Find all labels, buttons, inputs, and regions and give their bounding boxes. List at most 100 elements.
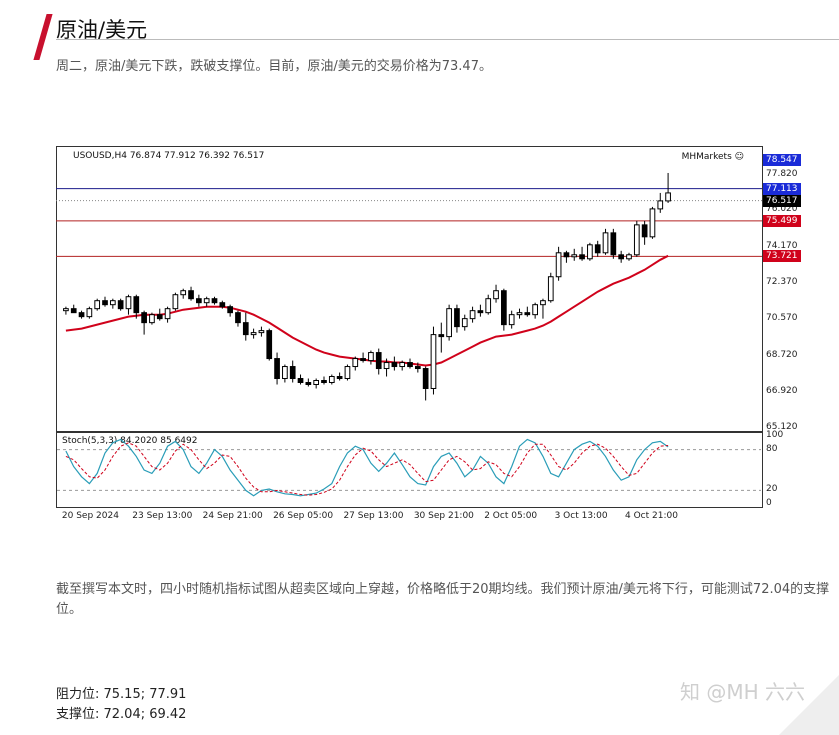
- candle-body: [493, 290, 499, 300]
- stoch-d-line: [65, 442, 669, 496]
- candle-body: [289, 366, 296, 380]
- ma20-line: [65, 254, 669, 367]
- candle-body: [602, 232, 609, 254]
- candle-body: [461, 318, 468, 328]
- candle-body: [258, 330, 265, 334]
- candle-body: [547, 276, 554, 302]
- candle-body: [626, 254, 632, 260]
- candle-body: [196, 298, 202, 304]
- candle-body: [446, 308, 452, 338]
- intro-text: 周二，原油/美元下跌，跌破支撑位。目前，原油/美元的交易价格为73.47。: [56, 59, 492, 74]
- candle-body: [383, 362, 390, 370]
- candle-body: [274, 358, 280, 380]
- candle-body: [516, 312, 523, 316]
- stoch-tick-label: 80: [766, 443, 778, 454]
- stochastic-panel[interactable]: Stoch(5,3,3) 84.2020 85.6492: [56, 432, 763, 508]
- candle-body: [149, 314, 155, 324]
- candle-body: [125, 296, 132, 310]
- stoch-k-line: [65, 438, 669, 497]
- candle-body: [94, 300, 101, 310]
- candle-body: [336, 376, 343, 380]
- candle-body: [86, 308, 93, 318]
- candle-body: [109, 300, 116, 306]
- candle-body: [485, 298, 492, 314]
- candle-body: [242, 322, 249, 336]
- candle-body: [618, 254, 625, 260]
- candle-body: [117, 300, 124, 310]
- candle-body: [78, 312, 85, 318]
- page-title: 原油/美元: [56, 18, 148, 42]
- candle-body: [665, 192, 671, 202]
- candle-body: [156, 314, 163, 320]
- price-tag: 76.517: [763, 194, 801, 207]
- candle-body: [594, 244, 601, 254]
- candle-body: [313, 380, 320, 385]
- candle-body: [375, 352, 382, 370]
- candle-body: [610, 232, 617, 256]
- chart-symbol-header: USOUSD,H4 76.874 77.912 76.392 76.517: [73, 151, 265, 161]
- stoch-tick-label: 100: [766, 430, 784, 440]
- candle-body: [368, 352, 374, 362]
- candle-body: [430, 334, 437, 389]
- candle-body: [63, 308, 69, 312]
- candle-body: [657, 200, 664, 210]
- candle-body: [172, 294, 179, 310]
- price-tag: 77.113: [763, 182, 801, 195]
- candle-body: [227, 306, 233, 314]
- candle-body: [211, 298, 218, 304]
- candle-body: [70, 308, 77, 314]
- title-divider: [56, 39, 839, 40]
- candle-body: [540, 300, 546, 306]
- x-tick-label: 2 Oct 05:00: [484, 511, 538, 521]
- candle-body: [219, 302, 226, 308]
- candle-body: [164, 308, 171, 320]
- candle-body: [422, 368, 429, 389]
- levels-block: 阻力位: 75.15; 77.91 支撑位: 72.04; 69.42: [56, 685, 186, 725]
- candle-body: [501, 290, 507, 326]
- candle-body: [407, 362, 413, 368]
- candle-body: [563, 252, 570, 258]
- candle-body: [352, 358, 359, 368]
- price-chart[interactable]: USOUSD,H4 76.874 77.912 76.392 76.517 MH…: [56, 146, 763, 432]
- candle-body: [508, 314, 515, 326]
- candle-body: [649, 208, 656, 238]
- candle-body: [344, 366, 351, 380]
- price-tag: 75.499: [763, 214, 801, 227]
- candle-body: [203, 298, 210, 304]
- page-corner-fold: [779, 675, 839, 735]
- chart-brand: MHMarkets ☺: [681, 152, 744, 162]
- candle-body: [235, 312, 241, 324]
- candle-body: [477, 310, 484, 314]
- price-tick-label: 76.020: [766, 204, 798, 215]
- candle-body: [180, 290, 187, 296]
- candle-body: [454, 308, 460, 328]
- stochastic-label: Stoch(5,3,3) 84.2020 85.6492: [62, 436, 198, 446]
- candle-body: [532, 304, 538, 316]
- x-tick-label: 23 Sep 13:00: [132, 511, 193, 521]
- x-tick-label: 24 Sep 21:00: [202, 511, 263, 521]
- candle-body: [360, 358, 366, 362]
- stoch-tick-label: 0: [766, 498, 772, 508]
- price-tick-label: 65.120: [766, 422, 798, 432]
- candle-body: [266, 330, 273, 360]
- stoch-tick-label: 20: [766, 484, 778, 495]
- price-tick-label: 77.820: [766, 168, 798, 179]
- candle-body: [399, 362, 406, 368]
- x-tick-label: 26 Sep 05:00: [273, 511, 334, 521]
- candle-body: [633, 224, 640, 256]
- candle-body: [555, 252, 562, 278]
- candle-body: [328, 376, 335, 384]
- price-tick-label: 74.170: [766, 241, 798, 252]
- candle-body: [297, 378, 304, 384]
- x-tick-label: 27 Sep 13:00: [343, 511, 404, 521]
- price-tick-label: 72.370: [766, 277, 798, 288]
- candle-body: [305, 382, 312, 385]
- candle-body: [391, 362, 398, 368]
- candle-body: [250, 332, 257, 336]
- candle-body: [579, 254, 585, 260]
- candle-body: [571, 254, 578, 258]
- x-tick-label: 30 Sep 21:00: [413, 511, 474, 521]
- price-tag: 73.721: [763, 250, 801, 263]
- candle-body: [141, 312, 147, 324]
